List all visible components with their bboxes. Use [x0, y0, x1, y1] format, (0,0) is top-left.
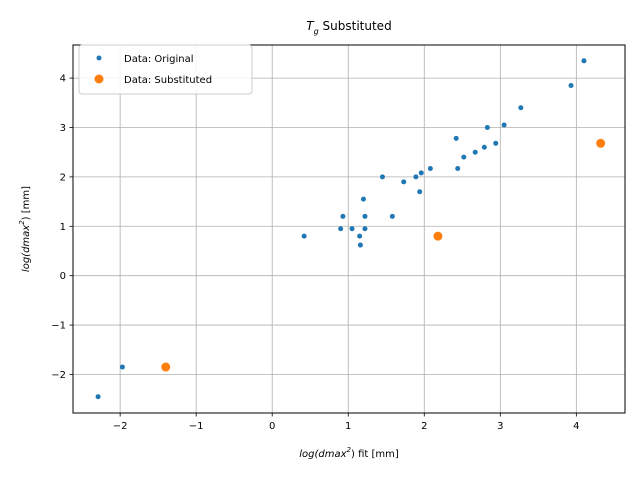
x-tick-label: 0	[269, 421, 275, 432]
data-point-substituted	[596, 138, 606, 148]
y-tick-label: 0	[60, 271, 66, 282]
legend-label-substituted: Data: Substituted	[124, 75, 212, 86]
data-point-original	[357, 242, 363, 248]
y-tick-label: 2	[60, 172, 66, 183]
data-point-original	[581, 58, 587, 64]
chart-title: Tg Substituted	[306, 19, 391, 36]
data-point-original	[119, 364, 125, 370]
x-tick-label: −2	[113, 421, 128, 432]
y-tick-label: 1	[60, 222, 66, 233]
data-points	[95, 58, 606, 400]
data-point-original	[453, 135, 459, 141]
plot-frame	[72, 44, 626, 414]
data-point-original	[338, 226, 344, 232]
data-point-original	[349, 226, 355, 232]
x-tick-label: 4	[573, 421, 579, 432]
legend-marker-substituted	[94, 74, 104, 84]
data-point-original	[379, 174, 385, 180]
data-point-original	[472, 149, 478, 155]
x-tick-label: 2	[421, 421, 427, 432]
data-point-original	[461, 154, 467, 160]
data-point-original	[484, 124, 490, 130]
data-point-original	[568, 83, 574, 89]
data-point-original	[493, 140, 499, 146]
data-point-original	[413, 174, 419, 180]
data-point-original	[389, 213, 395, 219]
data-point-original	[417, 189, 423, 195]
data-point-substituted	[161, 362, 171, 372]
y-tick-label: 3	[60, 123, 66, 134]
data-point-original	[455, 165, 461, 171]
x-tick-label: −1	[189, 421, 204, 432]
data-point-original	[427, 165, 433, 171]
legend: Data: Original Data: Substituted	[78, 44, 253, 95]
data-point-original	[360, 196, 366, 202]
data-point-original	[518, 105, 524, 111]
x-tick-label: 1	[345, 421, 351, 432]
data-point-original	[340, 213, 346, 219]
legend-marker-original	[96, 55, 102, 61]
data-point-original	[95, 394, 101, 400]
axis-ticks: −2 −1 0 1 2 3 4 −2 −1 0 1 2 3 4	[51, 74, 579, 432]
data-point-original	[357, 233, 363, 239]
data-point-original	[418, 170, 424, 176]
legend-label-original: Data: Original	[124, 54, 194, 65]
data-point-original	[401, 179, 407, 185]
legend-box	[78, 44, 253, 95]
y-tick-label: −1	[51, 321, 66, 332]
data-point-substituted	[433, 231, 443, 241]
data-point-original	[481, 144, 487, 150]
data-point-original	[362, 213, 368, 219]
data-point-original	[362, 226, 368, 232]
grid-lines	[73, 45, 625, 413]
data-point-original	[301, 233, 307, 239]
data-point-original	[501, 122, 507, 128]
x-axis-label: log(dmax2) fit [mm]	[299, 446, 399, 460]
y-axis-label: log(dmax2) [mm]	[18, 186, 32, 272]
x-tick-label: 3	[497, 421, 503, 432]
y-tick-label: 4	[60, 74, 66, 85]
y-tick-label: −2	[51, 370, 66, 381]
